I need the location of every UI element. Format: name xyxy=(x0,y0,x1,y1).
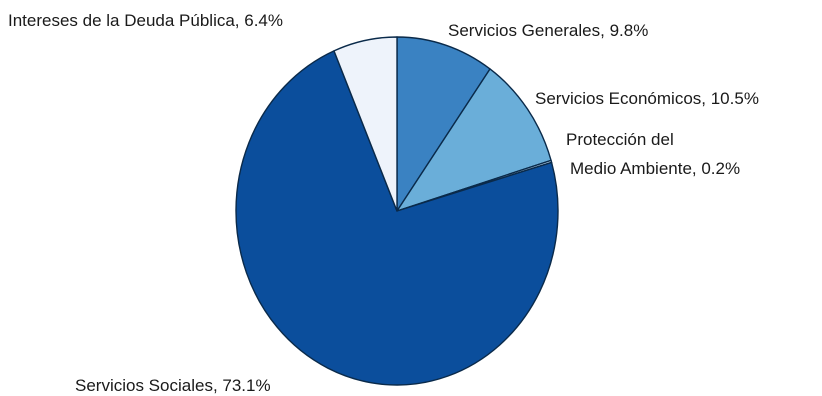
label-proteccion-medio-ambiente: Protección del Medio Ambiente, 0.2% xyxy=(566,130,740,178)
label-servicios-economicos: Servicios Económicos, 10.5% xyxy=(535,89,759,108)
label-servicios-sociales: Servicios Sociales, 73.1% xyxy=(75,376,271,395)
slice-servicios-sociales xyxy=(235,50,559,386)
label-proteccion-line-1: Protección del xyxy=(566,130,674,149)
label-servicios-generales: Servicios Generales, 9.8% xyxy=(448,21,648,40)
slice-servicios-economicos xyxy=(396,68,552,212)
slice-servicios-generales xyxy=(396,36,491,212)
slice-intereses-de-la-deuda-publica xyxy=(333,36,398,212)
pie-slices xyxy=(235,36,559,386)
label-proteccion-line-2: Medio Ambiente, 0.2% xyxy=(570,159,740,178)
label-intereses-deuda-publica: Intereses de la Deuda Pública, 6.4% xyxy=(8,11,283,30)
